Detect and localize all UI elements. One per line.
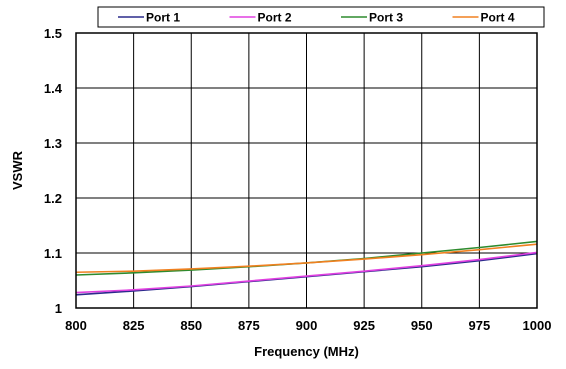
y-tick-label: 1.1 [44, 246, 62, 261]
y-axis-ticks: 1 1.1 1.2 1.3 1.4 1.5 [44, 26, 63, 316]
legend: Port 1 Port 2 Port 3 Port 4 [97, 6, 545, 28]
y-tick-label: 1.5 [44, 26, 62, 41]
x-tick-label: 950 [411, 318, 433, 333]
x-tick-label: 875 [238, 318, 260, 333]
x-tick-label: 925 [353, 318, 375, 333]
legend-label: Port 2 [258, 11, 292, 25]
grid [75, 32, 538, 309]
series-line-port-4 [75, 243, 538, 274]
legend-label: Port 1 [146, 11, 180, 25]
y-tick-label: 1 [55, 301, 62, 316]
series-line-port-2 [75, 251, 538, 294]
y-axis-title: VSWR [10, 150, 25, 190]
y-tick-label: 1.2 [44, 191, 62, 206]
x-axis-ticks: 800 825 850 875 900 925 950 975 1000 [65, 318, 551, 333]
x-tick-label: 800 [65, 318, 87, 333]
x-axis-title: Frequency (MHz) [254, 344, 359, 359]
x-tick-label: 825 [123, 318, 145, 333]
legend-box [97, 6, 545, 28]
y-tick-label: 1.4 [44, 81, 63, 96]
series-lines [75, 240, 538, 296]
y-tick-label: 1.3 [44, 136, 62, 151]
x-tick-label: 1000 [523, 318, 552, 333]
plot-area-frame [75, 32, 538, 309]
x-tick-label: 900 [296, 318, 318, 333]
legend-label: Port 4 [481, 11, 515, 25]
x-tick-label: 975 [469, 318, 491, 333]
x-tick-label: 850 [180, 318, 202, 333]
legend-label: Port 3 [369, 11, 403, 25]
